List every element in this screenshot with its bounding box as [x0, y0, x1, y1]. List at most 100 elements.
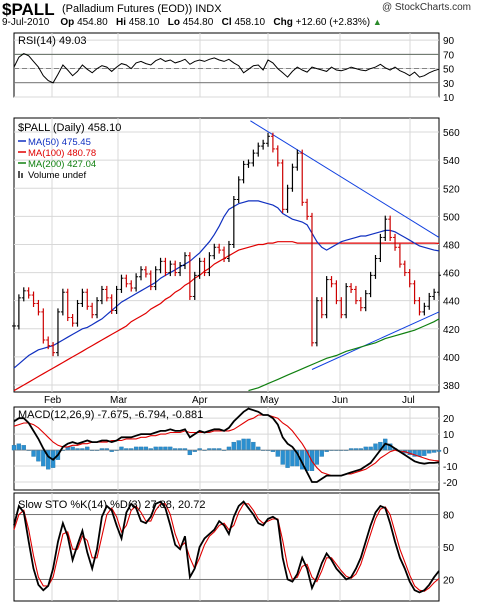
- chart-header: $PALL (Palladium Futures (EOD)) INDX @ S…: [0, 0, 477, 32]
- rsi-panel-tick-label: 70: [443, 50, 455, 61]
- low-label: Lo: [167, 17, 180, 28]
- macd-histogram-bar: [241, 438, 246, 451]
- rsi-panel-tick-label: 10: [443, 93, 455, 104]
- volume-legend-swatch: [18, 171, 20, 178]
- macd-panel-tick-label: 10: [443, 430, 455, 441]
- source-credit: @ StockCharts.com: [381, 2, 471, 13]
- macd-histogram-bar: [31, 449, 36, 457]
- macd-panel-tick-label: 20: [443, 414, 455, 425]
- close-label: Cl: [221, 17, 232, 28]
- macd-histogram-bar: [363, 446, 368, 451]
- month-label: Apr: [192, 395, 208, 406]
- rsi-panel: 90 70 50 30 10 RSI(14) 49.03: [13, 32, 455, 104]
- macd-histogram-bar: [163, 446, 168, 451]
- trendline: [250, 120, 440, 238]
- price-panel: 560 540 520 500 480 460 440 420 400 380 $PALL (Dai…: [12, 117, 460, 393]
- price-panel-frame: [13, 117, 440, 393]
- macd-histogram-bar: [285, 449, 290, 468]
- high-value: 458.10: [128, 17, 160, 28]
- symbol-description: (Palladium Futures (EOD)) INDX: [62, 3, 222, 15]
- macd-histogram-bar: [231, 441, 236, 451]
- macd-histogram-bar: [280, 449, 285, 465]
- up-triangle-icon: ▲: [372, 17, 382, 27]
- rsi-panel-tick-label: 50: [443, 65, 455, 76]
- price-panel-tick-label: 380: [443, 381, 460, 392]
- macd-histogram-bar: [314, 449, 320, 465]
- stochastic-panel-tick-label: 50: [443, 543, 455, 554]
- macd-histogram-bar: [158, 446, 163, 451]
- volume-legend-label: Volume undef: [28, 170, 86, 181]
- macd-histogram-bar: [16, 443, 22, 451]
- price-panel-tick-label: 560: [443, 128, 460, 139]
- macd-histogram-bar: [422, 449, 427, 456]
- ma200-legend-label: MA(200) 427.04: [28, 159, 96, 170]
- ma50-line: [13, 200, 440, 369]
- month-label: Mar: [110, 395, 128, 406]
- price-panel-tick-label: 520: [443, 184, 460, 195]
- macd-histogram-bar: [138, 446, 144, 451]
- open-value: 454.80: [77, 17, 108, 28]
- macd-histogram-bar: [373, 443, 378, 451]
- macd-histogram-bar: [70, 446, 75, 451]
- macd-histogram-bar: [226, 446, 232, 451]
- price-title: $PALL (Daily) 458.10: [18, 122, 121, 134]
- macd-histogram-bar: [143, 446, 149, 451]
- macd-panel-tick-label: -20: [443, 478, 458, 489]
- ma50-legend-label: MA(50) 475.45: [28, 137, 91, 148]
- macd-histogram-bar: [153, 446, 158, 451]
- trendline: [311, 311, 440, 370]
- date-label: 9-Jul-2010: [2, 17, 50, 28]
- stochastic-panel-tick-label: 20: [443, 575, 455, 586]
- rsi-line: [13, 53, 440, 84]
- macd-histogram-bar: [168, 446, 173, 451]
- macd-histogram-bar: [133, 446, 139, 451]
- price-panel-tick-label: 460: [443, 269, 460, 280]
- macd-histogram-bar: [290, 449, 295, 467]
- stochastic-panel: 80 50 20 Slow STO %K(14) %D(3) 27.88, 20.72: [13, 492, 455, 602]
- macd-title: MACD(12,26,9) -7.675, -6.794, -0.881: [18, 409, 203, 421]
- month-label: Jul: [402, 395, 415, 406]
- price-panel-tick-label: 480: [443, 240, 460, 251]
- price-panel-tick-label: 420: [443, 325, 460, 336]
- price-panel-tick-label: 440: [443, 297, 460, 308]
- macd-histogram-bar: [319, 449, 324, 457]
- macd-histogram-bar: [256, 446, 261, 451]
- macd-histogram-bar: [21, 445, 26, 451]
- ma100-line: [13, 241, 440, 392]
- macd-histogram-bar: [119, 446, 124, 451]
- macd-panel-frame: [13, 406, 440, 491]
- stochastic-k-line: [13, 500, 440, 594]
- price-panel-tick-label: 540: [443, 156, 460, 167]
- macd-histogram-bar: [187, 449, 193, 456]
- rsi-panel-tick-label: 90: [443, 36, 455, 47]
- macd-signal-line: [13, 414, 440, 477]
- macd-histogram-bar: [275, 449, 280, 457]
- low-value: 454.80: [182, 17, 214, 28]
- macd-histogram-bar: [431, 449, 437, 453]
- macd-panel-tick-label: 0: [443, 446, 449, 457]
- close-value: 458.10: [234, 17, 266, 28]
- macd-line: [13, 407, 440, 483]
- macd-histogram-bar: [246, 438, 251, 451]
- macd-histogram-bar: [368, 446, 373, 451]
- open-label: Op: [60, 17, 75, 28]
- month-label: Feb: [44, 395, 62, 406]
- macd-histogram-bar: [11, 445, 17, 451]
- ma200-line: [248, 318, 440, 392]
- symbol-label: $PALL: [2, 0, 55, 19]
- macd-panel-tick-label: -10: [443, 462, 458, 473]
- ohlc-summary: 9-Jul-2010 Op 454.80 Hi 458.10 Lo 454.80…: [2, 17, 382, 28]
- rsi-title: RSI(14) 49.03: [18, 35, 86, 47]
- price-panel-tick-label: 400: [443, 353, 460, 364]
- rsi-panel-tick-label: 30: [443, 79, 455, 90]
- macd-histogram-bar: [236, 440, 241, 451]
- macd-histogram-bar: [85, 446, 90, 451]
- month-label: Jun: [332, 395, 348, 406]
- macd-histogram-bar: [36, 449, 41, 462]
- stochastic-title: Slow STO %K(14) %D(3) 27.88, 20.72: [18, 499, 206, 511]
- description-text: (Palladium Futures (EOD)): [62, 3, 193, 15]
- stochastic-panel-tick-label: 80: [443, 511, 455, 522]
- macd-panel: 20 10 0 -10 -20 MACD(12,26,9) -7.675, -6.794,…: [11, 406, 458, 491]
- price-panel-tick-label: 500: [443, 212, 460, 223]
- exchange-label: INDX: [195, 3, 222, 15]
